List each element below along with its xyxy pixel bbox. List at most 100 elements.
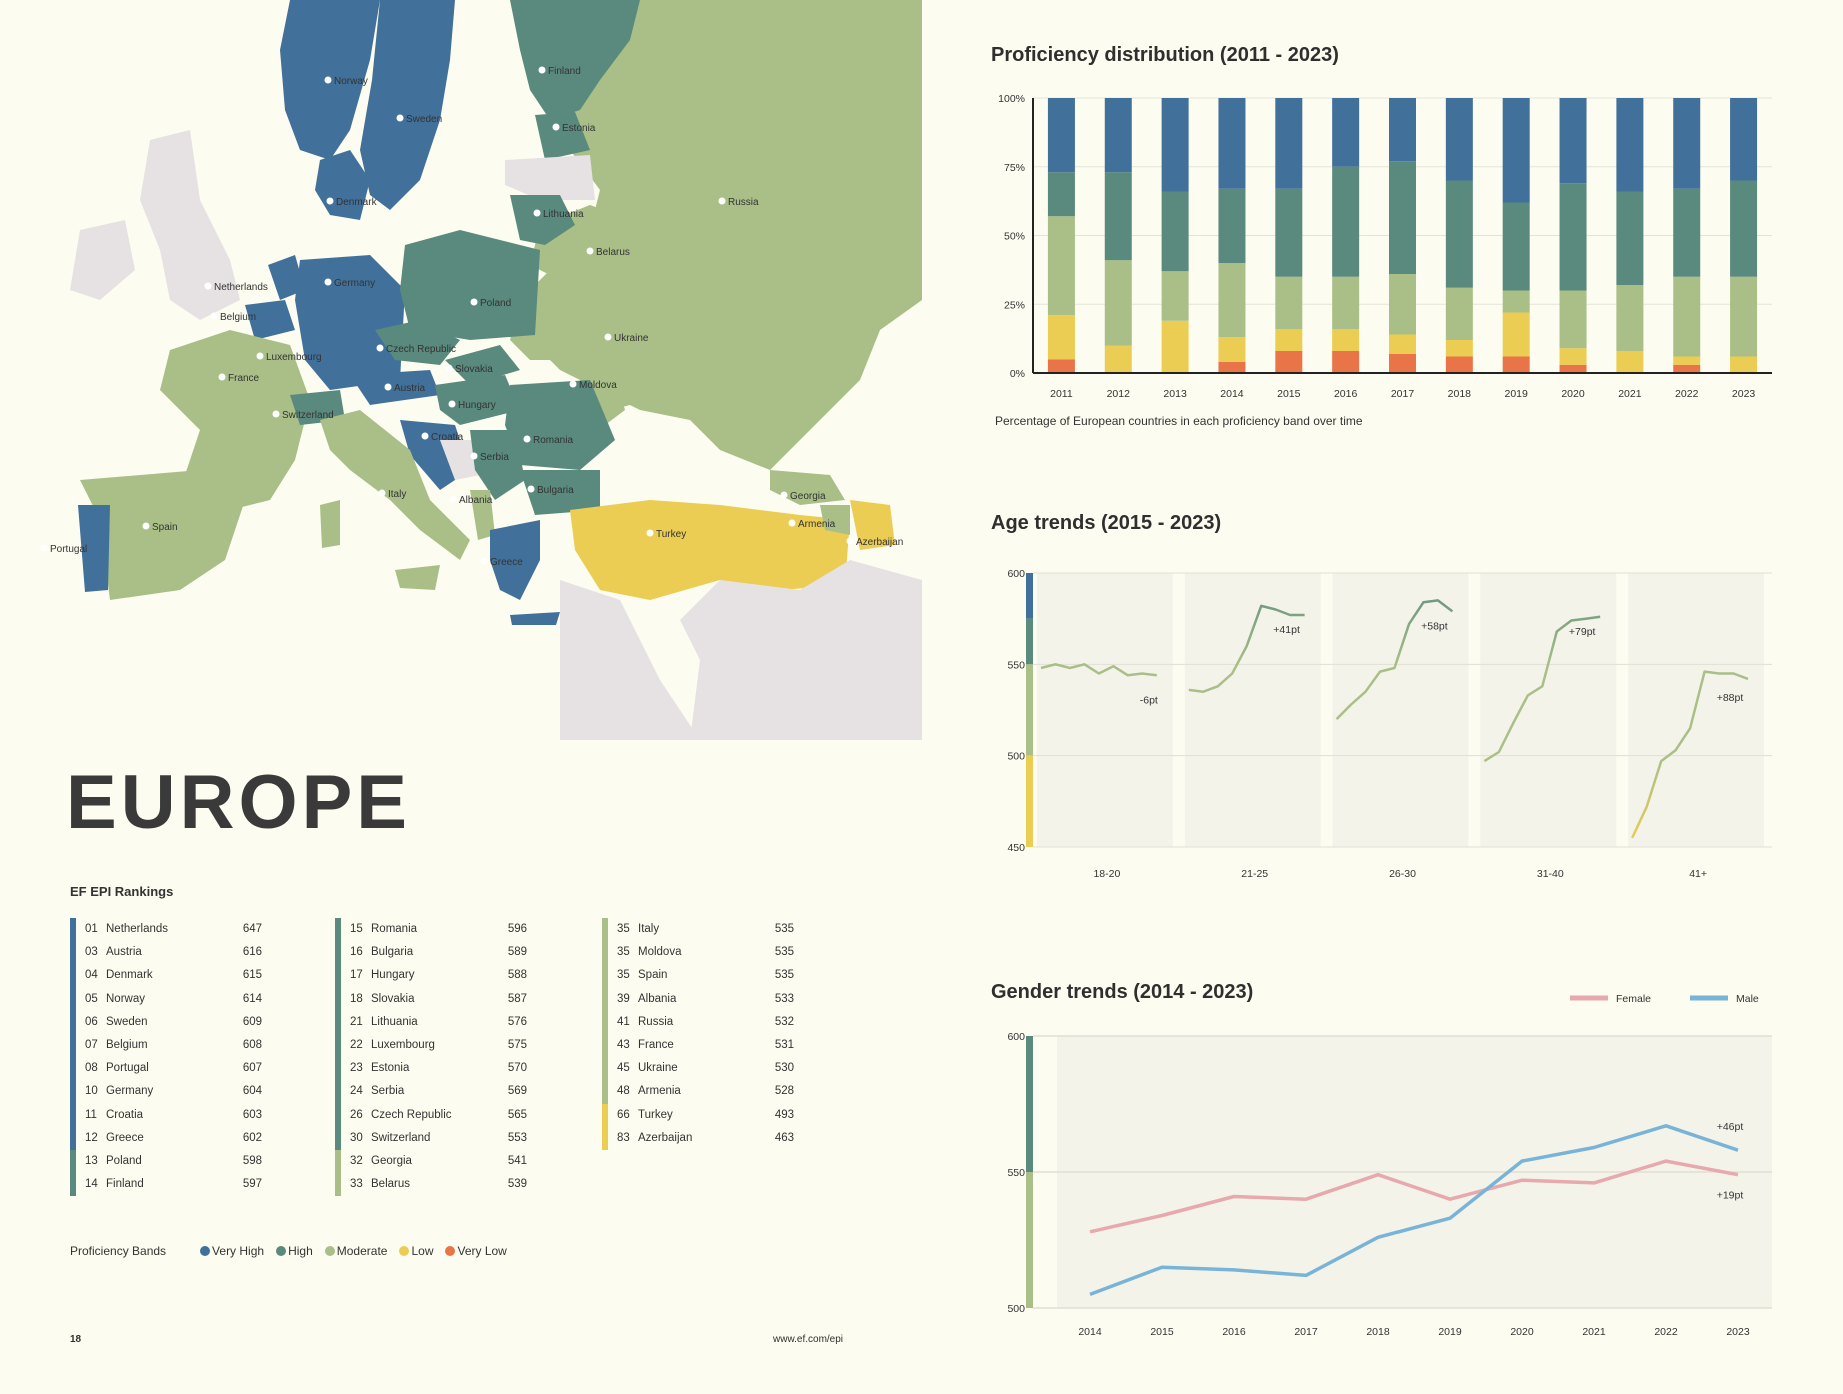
dist-bar-2023-moderate <box>1730 276 1758 357</box>
dist-bar-2014-very_low <box>1218 362 1246 373</box>
ranking-rank: 35 <box>617 946 630 959</box>
ranking-row: 13 Poland 598 <box>70 1149 300 1174</box>
ranking-row: 35 Spain 535 <box>602 964 832 988</box>
ranking-rank: 17 <box>350 969 363 982</box>
gender-x-tick: 2019 <box>1438 1326 1462 1338</box>
ranking-row: 14 Finland 597 <box>70 1173 300 1197</box>
dist-bar-2023-low <box>1730 356 1758 373</box>
map-label-poland: Poland <box>480 298 511 309</box>
ranking-rank: 10 <box>85 1085 98 1098</box>
age-band-strip <box>1026 618 1033 665</box>
ranking-band-bar <box>335 987 341 1011</box>
ranking-score: 493 <box>774 1108 794 1121</box>
ranking-band-bar <box>70 964 76 988</box>
ranking-band-bar <box>602 1126 608 1150</box>
map-dot-belgium <box>210 312 218 320</box>
gender-x-tick: 2022 <box>1654 1326 1678 1338</box>
gender-band-strip <box>1026 1172 1033 1308</box>
dist-bar-2011-high <box>1047 172 1075 217</box>
dist-bar-2022-very_high <box>1673 98 1701 189</box>
ranking-country: Greece <box>106 1131 144 1144</box>
age-line-26-30 <box>1335 599 1454 720</box>
map-germany <box>295 255 405 390</box>
dist-bar-2019-very_low <box>1502 356 1530 373</box>
ranking-rank: 48 <box>617 1085 630 1098</box>
ranking-rank: 03 <box>85 946 98 959</box>
ranking-rank: 06 <box>85 1015 98 1028</box>
gender-line-male <box>1089 1124 1739 1297</box>
dist-bar-2015-very_low <box>1275 351 1303 373</box>
map-dot-denmark <box>326 197 334 205</box>
gender-y-tick: 550 <box>1007 1167 1025 1179</box>
ranking-score: 539 <box>507 1178 527 1191</box>
age-band-strip <box>1026 573 1033 619</box>
map-label-turkey: Turkey <box>656 529 686 540</box>
ranking-country: Poland <box>106 1154 142 1167</box>
map-lithuania <box>510 195 575 245</box>
gender-x-tick: 2023 <box>1726 1326 1750 1338</box>
europe-map: Norway Sweden Finland Estonia Russia Denmark L… <box>0 0 922 740</box>
age-x-label: 26-30 <box>1389 868 1416 880</box>
ranking-country: Norway <box>106 992 145 1005</box>
ranking-row: 10 Germany 604 <box>70 1080 300 1104</box>
dist-bar-2013-moderate <box>1161 271 1189 321</box>
ranking-band-bar <box>70 1126 76 1150</box>
ranking-row: 12 Greece 602 <box>70 1126 300 1150</box>
map-greece <box>490 520 540 600</box>
age-change-label: +79pt <box>1569 626 1596 638</box>
map-bulgaria <box>520 470 600 515</box>
ranking-rank: 07 <box>85 1038 98 1051</box>
map-czech <box>375 320 460 365</box>
band-dot-icon <box>445 1246 456 1256</box>
ranking-row: 08 Portugal 607 <box>70 1057 300 1081</box>
ranking-band-bar <box>335 1057 341 1081</box>
ranking-row: 39 Albania 533 <box>602 987 832 1011</box>
band-label: Low <box>411 1244 434 1258</box>
rankings-column-1: 01 Netherlands 647 03 Austria 616 04 Denmark 615… <box>70 918 300 1197</box>
ranking-band-bar <box>335 941 341 965</box>
map-dot-netherlands <box>204 282 212 290</box>
gender-change-label: +19pt <box>1717 1190 1744 1202</box>
ranking-band-bar <box>602 1010 608 1034</box>
distribution-title: Proficiency distribution (2011 - 2023) <box>991 44 1339 66</box>
map-dot-bulgaria <box>527 485 535 493</box>
dist-bar-2016-high <box>1332 166 1360 277</box>
ranking-score: 608 <box>242 1038 262 1051</box>
ranking-country: Bulgaria <box>371 946 414 959</box>
dist-bar-2021-low <box>1616 351 1644 373</box>
map-label-greece: Greece <box>490 557 523 568</box>
band-legend-very_low: Very Low <box>445 1244 507 1258</box>
ranking-score: 535 <box>774 969 794 982</box>
map-romania <box>505 380 615 470</box>
ranking-band-bar <box>70 918 76 942</box>
map-label-spain: Spain <box>152 522 178 533</box>
ranking-band-bar <box>602 1057 608 1081</box>
ranking-country: Switzerland <box>371 1131 431 1144</box>
dist-bar-2015-moderate <box>1275 276 1303 329</box>
map-labels: Norway Sweden Finland Estonia Russia Denmark L… <box>40 66 903 568</box>
ranking-rank: 05 <box>85 992 98 1005</box>
ranking-rank: 01 <box>85 923 98 935</box>
ranking-score: 576 <box>507 1015 527 1028</box>
ranking-rank: 22 <box>350 1038 363 1051</box>
dist-x-tick: 2023 <box>1732 388 1756 400</box>
ranking-band-bar <box>70 1080 76 1104</box>
gender-band-strip <box>1026 1036 1033 1172</box>
ranking-rank: 15 <box>350 923 363 935</box>
ranking-score: 530 <box>774 1062 794 1075</box>
map-slovakia <box>445 345 520 385</box>
rankings-title: EF EPI Rankings <box>70 884 174 899</box>
ranking-row: 01 Netherlands 647 <box>70 918 300 942</box>
gender-x-tick: 2021 <box>1582 1326 1606 1338</box>
dist-x-tick: 2011 <box>1050 388 1073 400</box>
ranking-rank: 12 <box>85 1131 98 1144</box>
dist-x-tick: 2022 <box>1675 388 1699 400</box>
ranking-country: Turkey <box>638 1108 673 1121</box>
dist-x-tick: 2017 <box>1391 388 1415 400</box>
ranking-band-bar <box>335 918 341 942</box>
age-y-tick: 500 <box>1007 751 1025 763</box>
dist-bar-2019-high <box>1502 202 1530 291</box>
ranking-score: 553 <box>507 1131 527 1144</box>
band-label: Very Low <box>457 1244 507 1258</box>
dist-bar-2017-low <box>1389 334 1416 354</box>
